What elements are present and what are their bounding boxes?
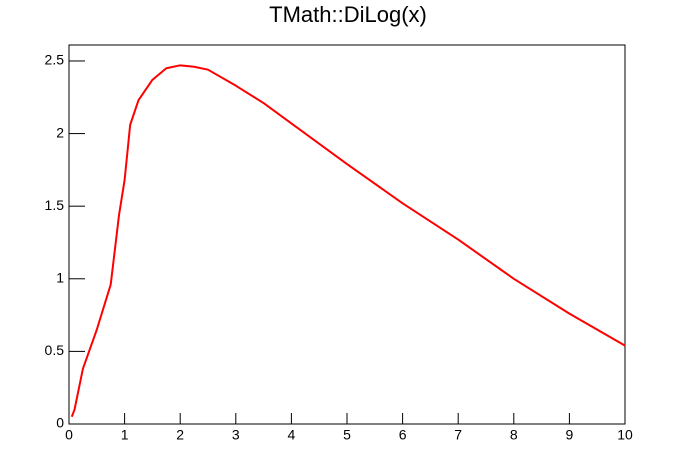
x-tick-label: 9	[566, 427, 574, 443]
x-tick-label: 10	[617, 427, 633, 443]
x-tick-label: 2	[176, 427, 184, 443]
x-tick-label: 8	[510, 427, 518, 443]
chart-title: TMath::DiLog(x)	[269, 2, 427, 27]
y-tick-label: 1	[56, 269, 64, 285]
y-tick-label: 1.5	[45, 197, 65, 213]
x-tick-label: 3	[232, 427, 240, 443]
y-tick-label: 0	[56, 415, 64, 431]
y-tick-label: 0.5	[45, 342, 65, 358]
data-line	[70, 64, 626, 418]
x-tick-label: 6	[399, 427, 407, 443]
x-tick-label: 7	[454, 427, 462, 443]
y-tick-label: 2.5	[45, 52, 65, 68]
x-tick-label: 0	[65, 427, 73, 443]
x-tick-label: 4	[288, 427, 296, 443]
x-tick-label: 1	[121, 427, 129, 443]
y-tick-label: 2	[56, 124, 64, 140]
x-tick-label: 5	[343, 427, 351, 443]
